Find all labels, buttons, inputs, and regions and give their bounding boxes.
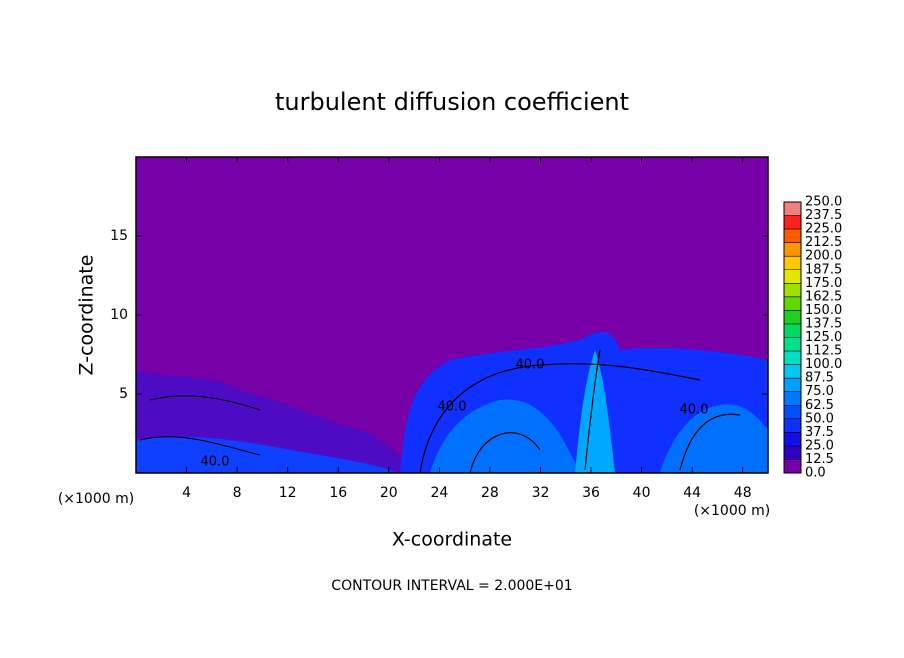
x-tick-label: 40 xyxy=(633,485,651,501)
x-unit-label: (×1000 m) xyxy=(694,503,770,519)
field-region xyxy=(575,350,615,473)
colorbar-label: 0.0 xyxy=(805,466,826,481)
field: 40.0 40.0 40.0 40.0 xyxy=(136,157,768,473)
field-region xyxy=(430,399,580,473)
colorbar-bin xyxy=(784,432,801,446)
x-tick-label: 28 xyxy=(481,485,499,501)
colorbar-label: 87.5 xyxy=(805,371,834,386)
y-axis-label: Z-coordinate xyxy=(76,255,98,376)
colorbar-bin xyxy=(784,229,801,243)
colorbar-bin xyxy=(784,242,801,257)
colorbar-label: 187.5 xyxy=(805,262,842,277)
chart-title: turbulent diffusion coefficient xyxy=(275,88,629,116)
colorbar-bin xyxy=(784,296,801,311)
colorbar-bin xyxy=(784,269,801,284)
colorbar-label: 37.5 xyxy=(805,425,834,440)
colorbar-label: 62.5 xyxy=(805,398,834,413)
x-tick-label: 20 xyxy=(380,485,398,501)
colorbar-bin xyxy=(784,283,801,297)
x-tick-label: 12 xyxy=(279,485,297,501)
colorbar-bin xyxy=(784,418,801,433)
colorbar-bin xyxy=(784,323,801,338)
colorbar-label: 162.5 xyxy=(805,289,842,304)
colorbar-label: 225.0 xyxy=(805,222,842,237)
colorbar-bin xyxy=(784,337,801,352)
x-tick-label: 24 xyxy=(430,485,448,501)
colorbar-label: 100.0 xyxy=(805,357,842,372)
y-tick-label: 10 xyxy=(110,307,128,323)
field-region xyxy=(136,436,400,473)
x-tick-label: 16 xyxy=(329,485,347,501)
colorbar-bin xyxy=(784,405,801,419)
contour-line xyxy=(419,349,741,473)
colorbar-label: 175.0 xyxy=(805,276,842,291)
colorbar-label: 250.0 xyxy=(805,195,842,210)
colorbar-bin xyxy=(784,215,801,230)
colorbar-bin xyxy=(784,445,801,460)
x-tick-label: 32 xyxy=(532,485,550,501)
colorbar-bin xyxy=(784,459,801,473)
field-region xyxy=(660,404,768,473)
colorbar-bin xyxy=(784,391,801,406)
colorbar-label: 12.5 xyxy=(805,452,834,467)
contour-label: 40.0 xyxy=(516,358,545,373)
colorbar-bin xyxy=(784,310,801,324)
colorbar-label: 150.0 xyxy=(805,303,842,318)
colorbar-label: 200.0 xyxy=(805,249,842,264)
colorbar-label: 125.0 xyxy=(805,330,842,345)
contour-line xyxy=(139,395,261,456)
contour-label: 40.0 xyxy=(680,403,709,418)
x-axis-label: X-coordinate xyxy=(392,529,512,551)
footnote: CONTOUR INTERVAL = 2.000E+01 xyxy=(331,578,572,594)
colorbar-label: 137.5 xyxy=(805,316,842,331)
colorbar-bin xyxy=(784,256,801,270)
contour-label: 40.0 xyxy=(438,400,467,415)
colorbar-label: 212.5 xyxy=(805,235,842,250)
colorbar-label: 50.0 xyxy=(805,411,834,426)
y-tick-label: 15 xyxy=(110,228,128,244)
x-tick-label: 4 xyxy=(182,485,191,501)
colorbar-label: 25.0 xyxy=(805,438,834,453)
y-tick-label: 5 xyxy=(119,386,128,402)
colorbar-bin xyxy=(784,351,801,365)
x-tick-label: 44 xyxy=(683,485,701,501)
contour-label: 40.0 xyxy=(201,455,230,470)
colorbar-bin xyxy=(784,378,801,392)
colorbar-bin xyxy=(784,202,801,216)
colorbar-label: 75.0 xyxy=(805,384,834,399)
colorbar-label: 237.5 xyxy=(805,208,842,223)
colorbar-bin xyxy=(784,364,801,379)
colorbar-label: 112.5 xyxy=(805,344,842,359)
x-tick-label: 8 xyxy=(233,485,242,501)
x-tick-label: 36 xyxy=(582,485,600,501)
x-tick-label: 48 xyxy=(734,485,752,501)
y-unit-label: (×1000 m) xyxy=(58,491,134,507)
